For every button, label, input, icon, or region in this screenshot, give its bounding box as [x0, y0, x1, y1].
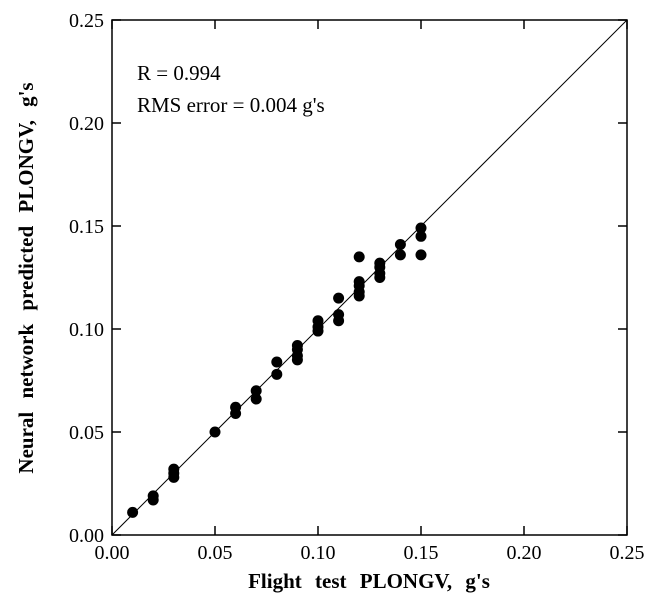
data-point	[415, 249, 427, 261]
data-point	[168, 463, 180, 475]
data-point	[230, 401, 242, 413]
data-point	[333, 292, 345, 304]
data-point	[415, 230, 427, 242]
data-point	[291, 339, 303, 351]
data-point	[353, 276, 365, 288]
reference-line	[111, 19, 628, 536]
data-point	[250, 385, 262, 397]
data-point	[271, 356, 283, 368]
tick-labels: 0.00 0.05 0.10 0.15 0.20 0.25 0.00 0.05 0.10 0.15…	[69, 10, 645, 564]
y-tick-label: 0.20	[69, 113, 104, 135]
axis-ticks	[111, 19, 628, 536]
data-points	[127, 222, 427, 518]
data-point	[353, 251, 365, 263]
x-tick-label: 0.05	[198, 542, 233, 564]
data-point	[209, 426, 221, 438]
y-tick-label: 0.05	[69, 422, 104, 444]
annotation-rms: RMS error = 0.004 g's	[137, 93, 325, 117]
data-point	[271, 368, 283, 380]
plot-frame	[111, 19, 628, 536]
y-tick-label: 0.00	[69, 525, 104, 547]
data-point	[415, 222, 427, 234]
data-point	[250, 393, 262, 405]
data-point	[374, 257, 386, 269]
data-point	[147, 490, 159, 502]
annotation-r: R = 0.994	[137, 61, 221, 85]
data-point	[333, 309, 345, 321]
x-tick-label: 0.20	[507, 542, 542, 564]
x-axis-label: Flight test PLONGV, g's	[248, 569, 490, 593]
data-point	[127, 506, 139, 518]
y-tick-label: 0.15	[69, 216, 104, 238]
data-point	[394, 249, 406, 261]
y-axis-label: Neural network predicted PLONGV, g's	[14, 82, 38, 473]
y-tick-label: 0.25	[69, 10, 104, 32]
data-point	[312, 315, 324, 327]
x-tick-label: 0.25	[610, 542, 645, 564]
x-tick-label: 0.00	[95, 542, 130, 564]
x-tick-label: 0.10	[301, 542, 336, 564]
x-tick-label: 0.15	[404, 542, 439, 564]
y-tick-label: 0.10	[69, 319, 104, 341]
data-point	[394, 239, 406, 251]
